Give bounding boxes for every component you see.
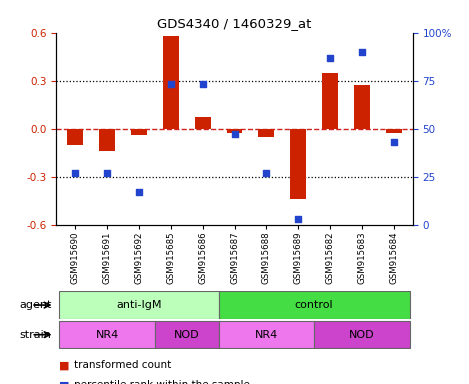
Point <box>135 189 143 195</box>
Bar <box>290 129 306 199</box>
Bar <box>131 129 147 135</box>
Bar <box>195 118 211 129</box>
Bar <box>386 129 401 134</box>
Text: NOD: NOD <box>174 329 200 340</box>
Bar <box>354 86 370 129</box>
Point <box>72 170 79 176</box>
Point <box>358 49 365 55</box>
Text: agent: agent <box>19 300 52 310</box>
Bar <box>60 291 219 319</box>
Bar <box>258 129 274 137</box>
Text: ■: ■ <box>59 360 69 370</box>
Bar <box>155 321 219 349</box>
Text: anti-IgM: anti-IgM <box>116 300 162 310</box>
Text: transformed count: transformed count <box>74 360 171 370</box>
Bar <box>219 291 409 319</box>
Text: control: control <box>295 300 333 310</box>
Bar <box>68 129 83 145</box>
Text: percentile rank within the sample: percentile rank within the sample <box>74 380 250 384</box>
Bar <box>99 129 115 151</box>
Bar <box>227 129 242 134</box>
Text: NOD: NOD <box>349 329 375 340</box>
Text: ■: ■ <box>59 380 69 384</box>
Bar <box>314 321 409 349</box>
Point <box>104 170 111 176</box>
Text: strain: strain <box>20 329 52 340</box>
Point <box>263 170 270 176</box>
Text: NR4: NR4 <box>255 329 278 340</box>
Point <box>326 55 334 61</box>
Bar <box>60 321 155 349</box>
Point <box>390 139 397 145</box>
Point <box>295 216 302 222</box>
Point <box>231 131 238 137</box>
Text: NR4: NR4 <box>96 329 119 340</box>
Point <box>199 81 206 88</box>
Bar <box>322 73 338 129</box>
Bar <box>219 321 314 349</box>
Point <box>167 81 174 88</box>
Title: GDS4340 / 1460329_at: GDS4340 / 1460329_at <box>157 17 312 30</box>
Bar <box>163 36 179 129</box>
